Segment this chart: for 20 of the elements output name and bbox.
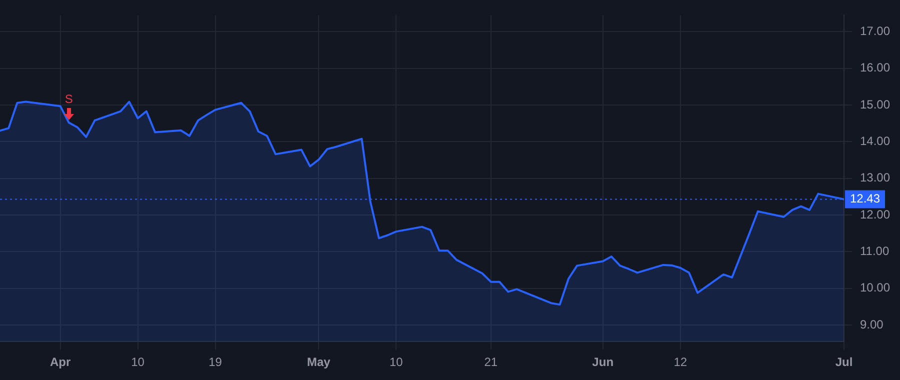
x-tick-label: Apr: [50, 355, 71, 370]
x-tick-label: 12: [674, 355, 688, 370]
x-tick-label: Jul: [835, 355, 853, 370]
y-tick-label: 17.00: [860, 24, 890, 38]
y-tick-label: 15.00: [860, 97, 890, 112]
x-tick-label: 10: [131, 355, 145, 370]
annotation: S: [64, 92, 73, 106]
y-tick-label: 12.00: [860, 207, 890, 222]
ref-line-label: 12.43: [850, 192, 880, 206]
y-tick-label: 14.00: [860, 134, 890, 148]
y-tick-label: 13.00: [860, 170, 890, 185]
y-tick-label: 16.00: [860, 60, 890, 75]
y-tick-label: 10.00: [860, 280, 890, 295]
y-tick-label: 11.00: [860, 244, 890, 258]
x-tick-label: 21: [484, 355, 498, 370]
x-tick-label: 19: [208, 355, 222, 370]
x-tick-label: May: [306, 355, 331, 370]
x-tick-label: Jun: [592, 355, 614, 370]
y-tick-label: 9.00: [860, 317, 884, 332]
x-tick-label: 10: [389, 355, 404, 370]
